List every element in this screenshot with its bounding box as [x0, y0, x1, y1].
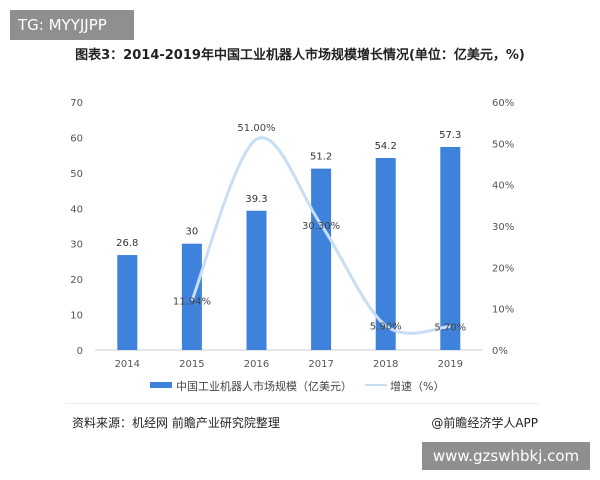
legend-bar-label: 中国工业机器人市场规模（亿美元） [176, 380, 352, 393]
left-tick-label: 60 [70, 133, 83, 144]
right-tick-label: 50% [492, 139, 514, 150]
source-note: 资料来源：机经网 前瞻产业研究院整理 [72, 416, 280, 430]
legend-line-label: 增速（%） [390, 380, 445, 393]
right-tick-label: 40% [492, 181, 514, 192]
line-value-label: 51.00% [237, 123, 275, 134]
left-tick-label: 50 [70, 169, 83, 180]
x-tick-label: 2016 [244, 359, 269, 370]
right-tick-label: 10% [492, 305, 514, 316]
line-value-label: 5.90% [370, 322, 402, 333]
x-tick-label: 2019 [438, 359, 463, 370]
bar [375, 157, 396, 350]
bar [311, 168, 332, 350]
bar-value-label: 57.3 [439, 130, 461, 141]
watermark-url: www.gzswhbkj.com [422, 442, 590, 470]
line-value-label: 5.70% [434, 322, 466, 333]
x-tick-label: 2017 [308, 359, 333, 370]
credit: @前瞻经济学人APP [431, 416, 538, 430]
line-value-label: 11.94% [173, 297, 211, 308]
legend-line-swatch [365, 384, 387, 386]
legend-bar-swatch [150, 382, 172, 388]
left-tick-label: 70 [70, 98, 83, 109]
right-tick-label: 0% [492, 346, 508, 357]
watermark-tg: TG: MYYJJPP [10, 10, 134, 40]
left-tick-label: 20 [70, 275, 83, 286]
bar-value-label: 54.2 [375, 141, 397, 152]
left-tick-label: 0 [77, 346, 83, 357]
bar-value-label: 51.2 [310, 152, 332, 163]
bar [246, 210, 267, 350]
right-tick-label: 30% [492, 222, 514, 233]
bar [117, 255, 138, 350]
left-tick-label: 30 [70, 240, 83, 251]
growth-line [190, 136, 451, 335]
left-tick-label: 10 [70, 311, 83, 322]
right-tick-label: 20% [492, 263, 514, 274]
bar-value-label: 39.3 [245, 194, 267, 205]
left-tick-label: 40 [70, 204, 83, 215]
chart-title: 图表3：2014-2019年中国工业机器人市场规模增长情况(单位：亿美元，%) [75, 48, 525, 63]
x-tick-label: 2015 [179, 359, 204, 370]
divider [66, 403, 540, 404]
x-tick-label: 2018 [373, 359, 398, 370]
line-value-label: 30.30% [302, 221, 340, 232]
right-tick-label: 60% [492, 98, 514, 109]
bar-value-label: 26.8 [116, 238, 138, 249]
bar-value-label: 30 [186, 227, 199, 238]
bar [440, 146, 461, 350]
x-tick-label: 2014 [115, 359, 140, 370]
